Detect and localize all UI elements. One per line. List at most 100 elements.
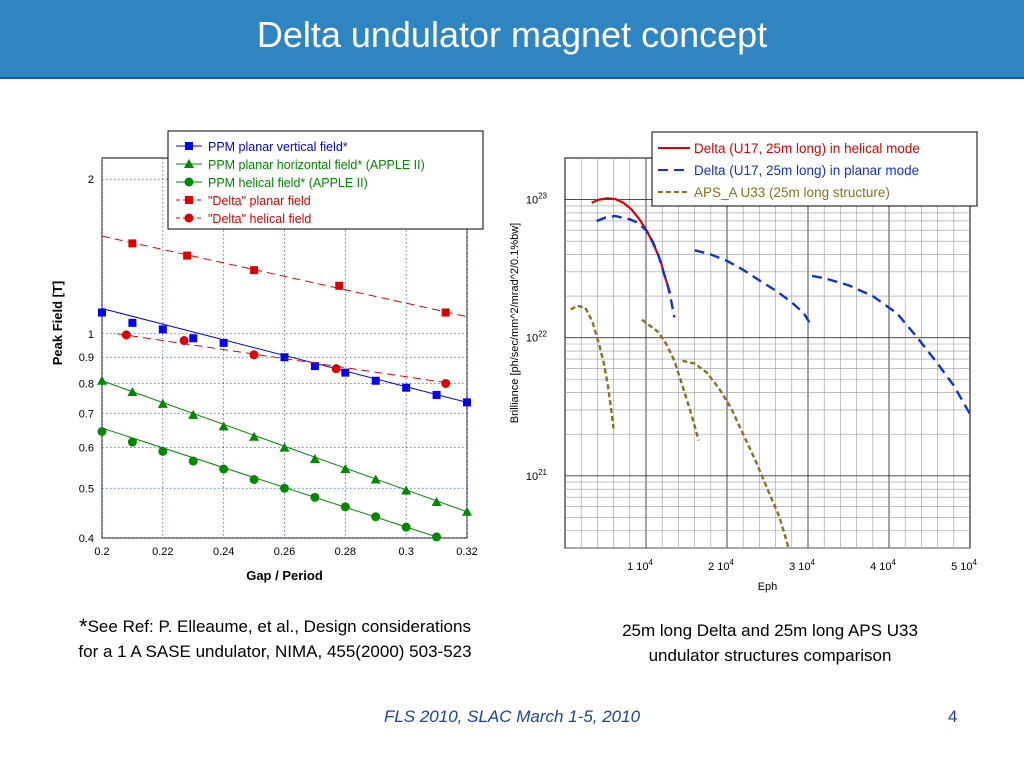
marker-square — [128, 318, 137, 327]
x-tick-label: 5 104 — [951, 558, 977, 573]
legend-label: "Delta" planar field — [208, 194, 311, 208]
series-line — [101, 235, 468, 318]
marker-circle — [179, 336, 189, 346]
footer-text: FLS 2010, SLAC March 1-5, 2010 — [383, 707, 641, 726]
x-tick-label: 1 104 — [627, 558, 653, 573]
x-tick-label: 3 104 — [789, 558, 815, 573]
marker-square — [432, 390, 441, 399]
legend: PPM planar vertical field* PPM planar hor… — [167, 130, 484, 230]
marker-square — [310, 362, 319, 371]
x-tick-label: 0.3 — [399, 546, 414, 558]
series-delta-u17-25m-long-in-helical-mode — [591, 197, 672, 294]
y-axis-label: Peak Field [T] — [50, 281, 65, 366]
series-ppm-helical-field-apple-ii — [97, 426, 442, 542]
y-tick-label: 1 — [88, 329, 94, 341]
series-curve — [682, 359, 790, 548]
series-delta-helical-field — [117, 330, 452, 388]
y-tick-label: 0.5 — [79, 483, 94, 495]
marker-triangle — [279, 442, 290, 452]
x-axis-label: Eph — [758, 581, 778, 593]
marker-triangle — [309, 454, 320, 464]
marker-square — [98, 308, 106, 317]
marker-square — [185, 142, 193, 150]
marker-circle — [184, 177, 194, 187]
x-tick-label: 0.22 — [152, 546, 173, 558]
legend: Delta (U17, 25m long) in helical mode Del… — [651, 131, 978, 207]
marker-square — [280, 353, 289, 362]
marker-square — [219, 338, 228, 347]
marker-triangle — [188, 409, 199, 419]
series-delta-planar-field — [101, 235, 468, 318]
marker-triangle — [97, 375, 107, 385]
series-curve — [591, 197, 672, 294]
series-curve — [596, 214, 676, 318]
legend-box — [167, 130, 484, 230]
page-number: 4 — [948, 707, 958, 726]
legend-label: PPM helical field* (APPLE II) — [208, 176, 368, 190]
plot-area — [564, 157, 971, 549]
marker-circle — [432, 532, 442, 542]
series-line — [117, 333, 452, 384]
x-tick-label: 4 104 — [870, 558, 896, 573]
marker-triangle — [218, 421, 229, 431]
y-tick-label: 1021 — [526, 468, 548, 483]
marker-circle — [184, 213, 194, 223]
left-caption: *See Ref: P. Elleaume, et al., Design co… — [40, 614, 510, 664]
y-tick-label: 2 — [88, 174, 94, 186]
marker-circle — [158, 446, 168, 456]
y-tick-label: 0.8 — [79, 378, 94, 390]
legend-label: Delta (U17, 25m long) in helical mode — [694, 141, 920, 156]
marker-circle — [340, 502, 350, 512]
footnote-star: * — [79, 614, 88, 639]
marker-triangle — [157, 398, 168, 408]
legend-label: Delta (U17, 25m long) in planar mode — [694, 163, 919, 178]
marker-triangle — [370, 474, 381, 484]
marker-triangle — [462, 506, 472, 516]
marker-triangle — [431, 497, 442, 507]
marker-square — [185, 196, 193, 204]
y-tick-label: 0.7 — [79, 408, 94, 420]
x-tick-label: 0.26 — [274, 546, 295, 558]
series-curve — [811, 274, 970, 417]
right-caption: 25m long Delta and 25m long APS U33 undu… — [560, 618, 980, 668]
brilliance-chart: 1 104 2 104 3 104 4 104 5 104 1023 1022 1021 Eph… — [509, 131, 978, 593]
marker-square — [128, 239, 137, 248]
marker-square — [183, 251, 192, 260]
legend-label: APS_A U33 (25m long structure) — [694, 185, 890, 200]
y-tick-label: 1023 — [526, 192, 548, 207]
marker-square — [250, 266, 259, 275]
peak-field-chart: 0.2 0.22 0.24 0.26 0.28 0.3 0.32 2 1 0.9 0.8 0.7 0.6… — [50, 130, 484, 583]
marker-circle — [97, 426, 107, 436]
series-curve — [694, 249, 814, 328]
y-axis-label: Brilliance [ph/sec/mm^2/mrad^2/0.1%bw] — [509, 223, 521, 423]
title-bar: Delta undulator magnet concept — [0, 0, 1024, 79]
x-tick-label: 0.28 — [335, 546, 356, 558]
marker-circle — [310, 492, 320, 502]
series-ppm-planar-vertical-field — [98, 308, 471, 407]
marker-square — [441, 308, 450, 317]
marker-circle — [188, 456, 198, 466]
left-caption-line1: See Ref: P. Elleaume, et al., Design con… — [87, 617, 471, 636]
marker-square — [335, 281, 344, 290]
legend-box — [651, 131, 978, 207]
slide-title: Delta undulator magnet concept — [256, 14, 768, 55]
marker-square — [371, 376, 380, 385]
marker-square — [341, 368, 350, 377]
right-caption-line2: undulator structures comparison — [648, 646, 892, 665]
series-line — [101, 427, 437, 538]
marker-circle — [127, 437, 137, 447]
series-curve — [641, 318, 700, 441]
marker-circle — [371, 512, 381, 522]
x-tick-label: 0.2 — [94, 546, 109, 558]
legend-label: PPM planar horizontal field* (APPLE II) — [208, 158, 425, 172]
legend-label: PPM planar vertical field* — [208, 140, 348, 154]
marker-triangle — [184, 159, 194, 168]
legend-label: "Delta" helical field — [208, 212, 311, 226]
y-tick-label: 1022 — [526, 330, 548, 345]
x-axis-label: Gap / Period — [246, 568, 323, 583]
series-ppm-planar-horizontal-field-apple-ii — [97, 375, 472, 516]
marker-triangle — [127, 387, 138, 397]
x-tick-label: 2 104 — [708, 558, 734, 573]
x-tick-label: 0.32 — [456, 546, 477, 558]
marker-circle — [249, 350, 259, 360]
